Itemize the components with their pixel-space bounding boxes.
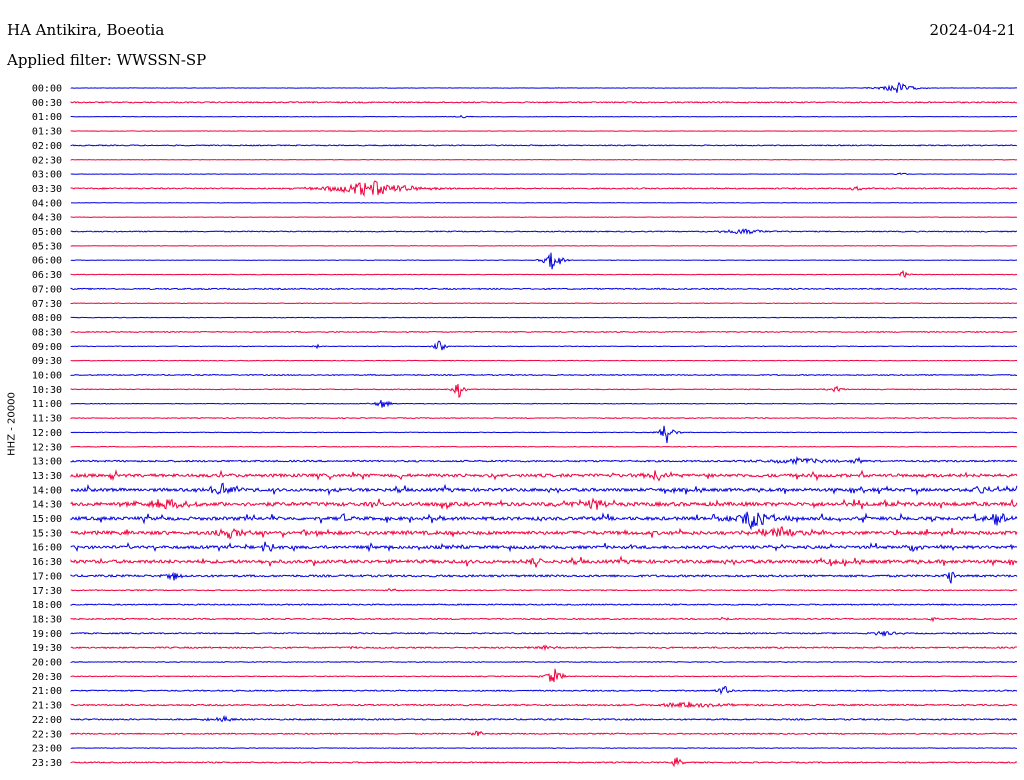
time-tick-label: 14:00 (32, 485, 62, 496)
trace-row (70, 587, 1018, 592)
time-tick-label: 21:00 (32, 686, 62, 697)
time-tick-label: 15:30 (32, 528, 62, 539)
time-tick-label: 17:30 (32, 586, 62, 597)
trace-row (70, 541, 1018, 553)
time-tick-label: 09:00 (32, 342, 62, 353)
time-tick-label: 01:00 (32, 112, 62, 123)
time-tick-label: 13:00 (32, 457, 62, 468)
time-tick-label: 11:00 (32, 399, 62, 410)
time-tick-label: 14:30 (32, 500, 62, 511)
trace-row (70, 252, 1018, 270)
trace-row (70, 747, 1018, 749)
station-title: HA Antikira, Boeotia (7, 21, 165, 39)
time-tick-label: 20:30 (32, 672, 62, 683)
trace-row (70, 469, 1018, 482)
time-tick-label: 19:00 (32, 629, 62, 640)
time-tick-label: 18:00 (32, 600, 62, 611)
time-tick-label: 22:30 (32, 729, 62, 740)
time-tick-label: 13:30 (32, 471, 62, 482)
trace-row (70, 685, 1018, 696)
trace-row (70, 445, 1018, 448)
trace-row (70, 425, 1018, 444)
time-tick-label: 10:00 (32, 371, 62, 382)
filter-label: Applied filter: WWSSN-SP (7, 51, 207, 69)
trace-row (70, 302, 1018, 305)
trace-row (70, 81, 1018, 93)
time-tick-label: 11:30 (32, 414, 62, 425)
time-tick-label: 04:00 (32, 198, 62, 209)
time-tick-label: 09:30 (32, 356, 62, 367)
time-tick-label: 18:30 (32, 614, 62, 625)
time-tick-label: 06:00 (32, 256, 62, 267)
trace-row (70, 114, 1018, 119)
time-tick-label: 20:00 (32, 658, 62, 669)
time-tick-label: 04:30 (32, 213, 62, 224)
trace-row (70, 269, 1018, 278)
trace-row (70, 287, 1018, 291)
time-tick-label: 12:00 (32, 428, 62, 439)
time-tick-label: 07:00 (32, 284, 62, 295)
trace-row (70, 714, 1018, 723)
trace-row (70, 630, 1018, 637)
time-tick-label: 03:30 (32, 184, 62, 195)
trace-row (70, 417, 1018, 420)
trace-row (70, 180, 1018, 198)
trace-row (70, 661, 1018, 663)
time-tick-label: 06:30 (32, 270, 62, 281)
time-tick-label: 21:30 (32, 701, 62, 712)
time-tick-label: 00:00 (32, 84, 62, 95)
time-tick-label: 23:30 (32, 758, 62, 769)
time-tick-label: 03:00 (32, 170, 62, 181)
trace-row (70, 730, 1018, 737)
trace-row (70, 603, 1018, 606)
trace-row (70, 482, 1018, 496)
time-tick-label: 22:00 (32, 715, 62, 726)
trace-row (70, 228, 1018, 235)
trace-row (70, 525, 1018, 540)
trace-row (70, 359, 1018, 362)
trace-row (70, 101, 1018, 104)
trace-row (70, 511, 1018, 531)
trace-row (70, 340, 1018, 351)
date-label: 2024-04-21 (929, 21, 1016, 39)
time-tick-label: 05:00 (32, 227, 62, 238)
trace-row (70, 757, 1018, 768)
time-tick-label: 12:30 (32, 442, 62, 453)
time-tick-label: 19:30 (32, 643, 62, 654)
time-tick-label: 08:30 (32, 327, 62, 338)
trace-row (70, 555, 1018, 568)
trace-row (70, 144, 1018, 147)
time-tick-label: 02:00 (32, 141, 62, 152)
trace-row (70, 455, 1018, 466)
time-tick-label: 02:30 (32, 155, 62, 166)
trace-row (70, 383, 1018, 399)
trace-row (70, 571, 1018, 584)
trace-row (70, 497, 1018, 511)
time-tick-label: 10:30 (32, 385, 62, 396)
trace-row (70, 400, 1018, 408)
trace-row (70, 330, 1018, 334)
time-tick-label: 16:00 (32, 543, 62, 554)
time-tick-label: 08:00 (32, 313, 62, 324)
trace-row (70, 316, 1018, 319)
time-tick-label: 05:30 (32, 241, 62, 252)
time-tick-label: 00:30 (32, 98, 62, 109)
trace-row (70, 668, 1018, 683)
time-tick-label: 07:30 (32, 299, 62, 310)
time-tick-label: 17:00 (32, 571, 62, 582)
trace-row (70, 644, 1018, 652)
trace-row (70, 373, 1018, 377)
time-tick-label: 15:00 (32, 514, 62, 525)
time-tick-label: 16:30 (32, 557, 62, 568)
time-tick-label: 01:30 (32, 127, 62, 138)
trace-row (70, 616, 1018, 623)
time-tick-label: 23:00 (32, 744, 62, 755)
trace-row (70, 172, 1018, 176)
trace-row (70, 701, 1018, 709)
